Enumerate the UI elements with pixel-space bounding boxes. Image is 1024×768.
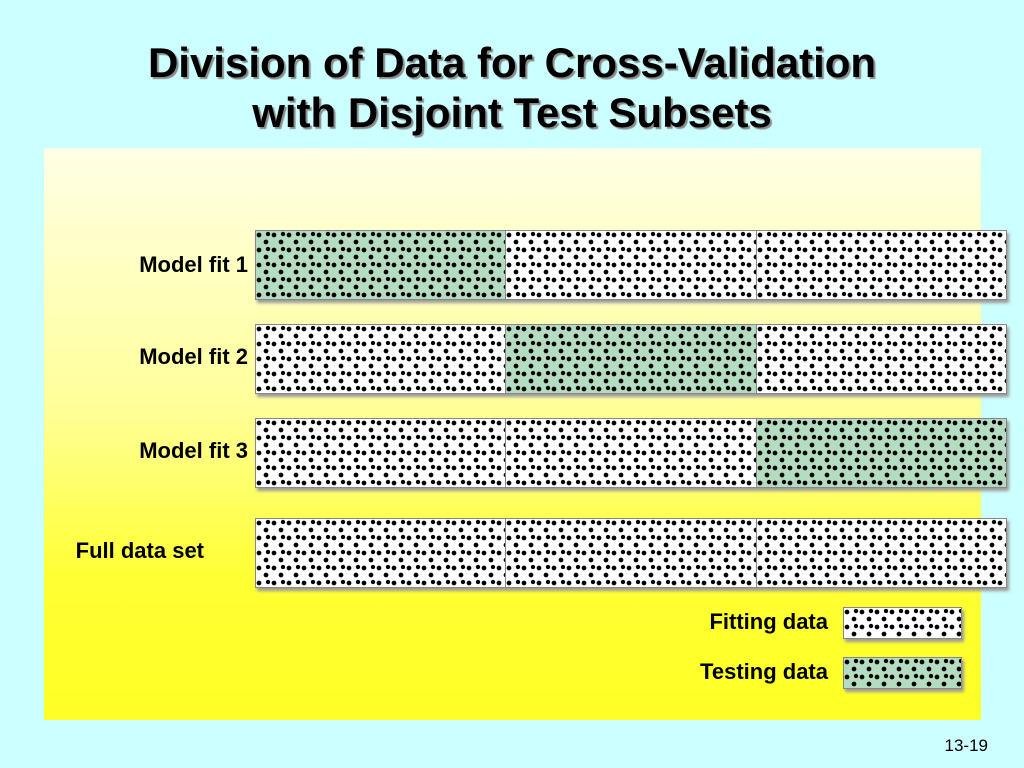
title-line-1: Division of Data for Cross-Validation [147, 39, 877, 86]
segment-1-fitting [256, 519, 507, 587]
legend-fitting-swatch [843, 607, 962, 639]
segment-2-fitting [506, 519, 757, 587]
segment-1-testing [256, 231, 507, 299]
row-label-model-fit-1: Model fit 1 [139, 252, 248, 277]
legend-testing-label: Testing data [700, 659, 828, 684]
segment-3-fitting [756, 519, 1006, 587]
segment-1-fitting [256, 325, 507, 393]
bar-full-data-set [255, 518, 1007, 588]
legend-fitting-label: Fitting data [709, 609, 828, 634]
segment-1-fitting [256, 419, 507, 487]
segment-2-fitting [506, 231, 757, 299]
segment-3-fitting [756, 325, 1006, 393]
segment-2-fitting [506, 419, 757, 487]
row-label-model-fit-3: Model fit 3 [139, 438, 248, 463]
row-label-model-fit-2: Model fit 2 [139, 344, 248, 369]
row-label-full-data-set: Full data set [75, 538, 204, 563]
segment-3-fitting [756, 231, 1006, 299]
diagram-panel: Model fit 1 Model fit 2 Model fit 3 Full… [44, 148, 1007, 720]
slide-number: 13-19 [944, 736, 988, 755]
bar-model-fit-1 [255, 230, 1007, 300]
segment-3-testing [756, 419, 1006, 487]
segment-2-testing [506, 325, 757, 393]
bar-model-fit-3 [255, 418, 1007, 488]
title-line-2: with Disjoint Test Subsets [252, 89, 772, 136]
slide-title: Division of Data for Cross-Validation wi… [0, 38, 1024, 138]
bar-model-fit-2 [255, 324, 1007, 394]
legend-testing-swatch [843, 657, 962, 689]
